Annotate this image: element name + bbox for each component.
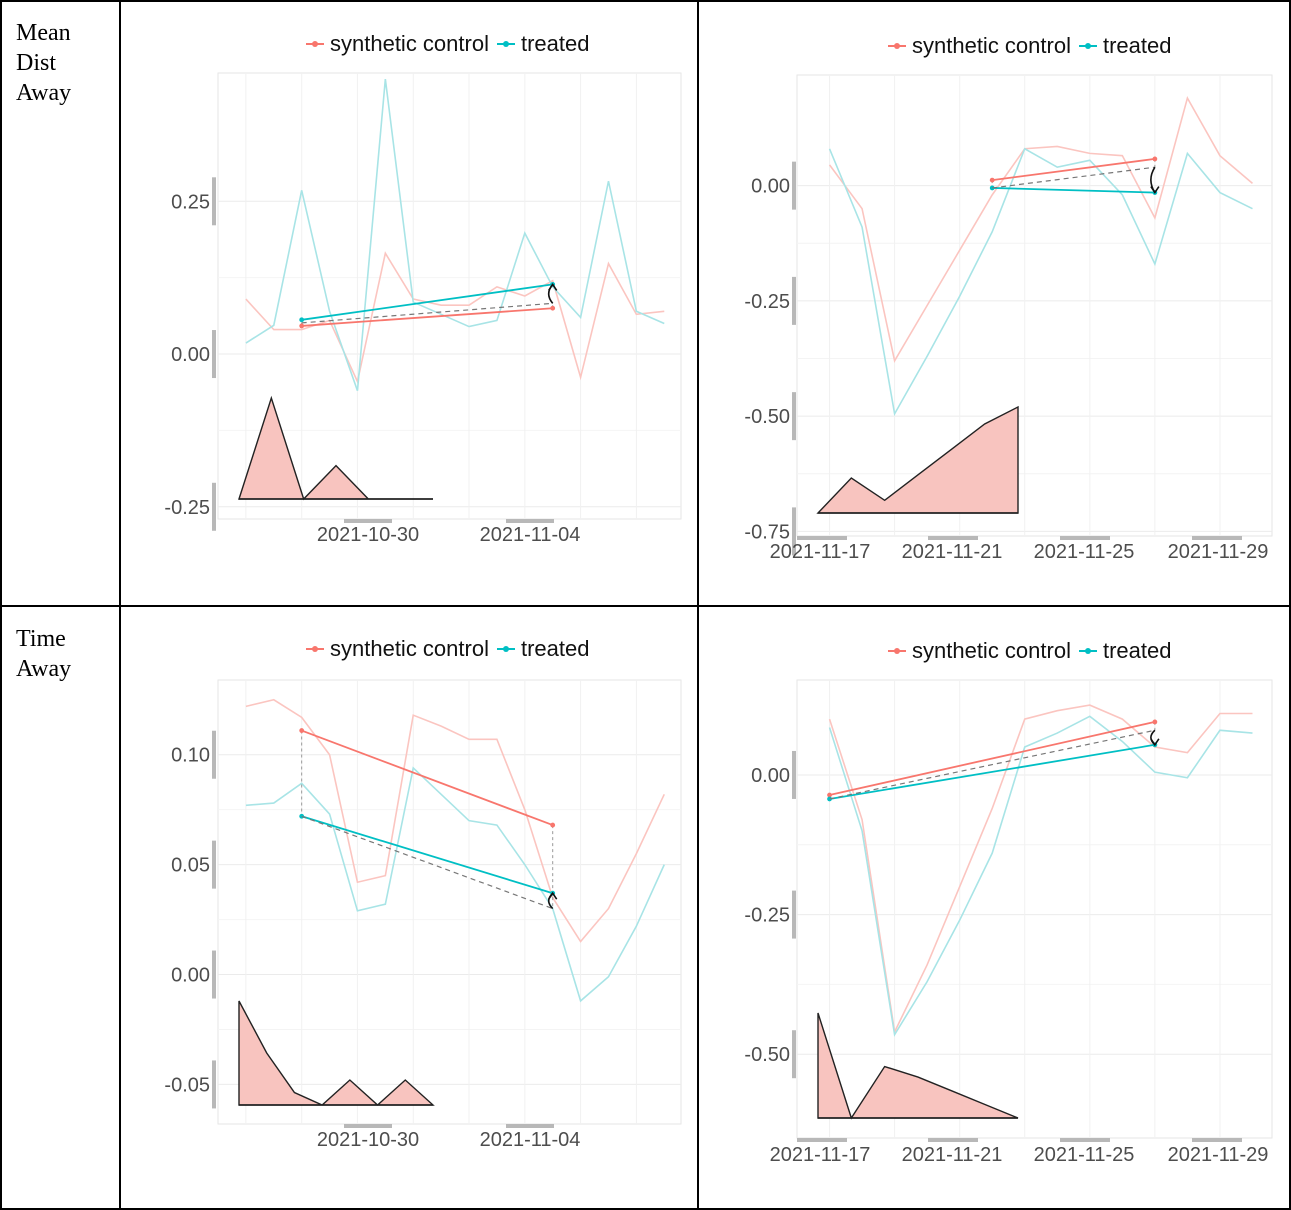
trend-segment-synthetic-point bbox=[989, 177, 995, 183]
legend-label-treated: treated bbox=[1102, 638, 1172, 663]
inset-weights-area bbox=[817, 1012, 1019, 1120]
chart-legend: synthetic control treated bbox=[888, 33, 1179, 59]
x-tick-label: 2021-10-30 bbox=[317, 524, 419, 546]
y-tick-label: 0.00 bbox=[751, 176, 790, 198]
y-tick-label: -0.75 bbox=[744, 521, 790, 543]
chart-time-away-nov: synthetic control treated 0.00 -0.25 -0.50… bbox=[700, 608, 1289, 1208]
trend-segment-treated-point bbox=[989, 185, 995, 191]
counterfactual-dashed bbox=[301, 302, 553, 324]
y-tick-label: 0.25 bbox=[171, 191, 210, 213]
trend-segment-synthetic-point bbox=[550, 822, 556, 828]
series-line-treated bbox=[245, 79, 665, 391]
legend-label-treated: treated bbox=[1102, 33, 1172, 58]
y-tick-label: -0.50 bbox=[744, 1044, 790, 1066]
trend-segment-synthetic-point bbox=[299, 728, 305, 733]
effect-arrowhead bbox=[1150, 186, 1160, 194]
legend-key-treated bbox=[1078, 41, 1097, 51]
effect-arrowhead bbox=[548, 891, 558, 900]
y-tick-label: -0.25 bbox=[164, 497, 210, 519]
effect-arrowhead bbox=[548, 282, 558, 291]
y-tick-label: -0.05 bbox=[164, 1074, 210, 1096]
y-tick-label: 0.00 bbox=[171, 965, 210, 987]
legend-key-synthetic bbox=[888, 646, 906, 656]
chart-time-away-oct: synthetic control treated 0.10 0.05 0.00 -0… bbox=[122, 608, 697, 1208]
legend-key-synthetic bbox=[306, 39, 324, 49]
legend-key-treated bbox=[1078, 646, 1097, 656]
x-tick-label: 2021-11-17 bbox=[770, 1144, 871, 1166]
x-tick-label: 2021-11-04 bbox=[480, 1129, 581, 1151]
trend-segment-treated-point bbox=[299, 317, 305, 323]
x-tick-label: 2021-10-30 bbox=[317, 1129, 419, 1151]
trend-segment-synthetic bbox=[829, 721, 1156, 796]
counterfactual-dashed bbox=[992, 166, 1155, 189]
trend-segment-synthetic-point bbox=[1152, 156, 1158, 162]
x-tick-label: 2021-11-17 bbox=[770, 541, 871, 563]
legend-key-treated bbox=[496, 39, 515, 49]
counterfactual-dashed bbox=[829, 729, 1156, 800]
trend-segment-treated bbox=[829, 743, 1156, 800]
plot-area: 0.00 -0.25 -0.50 2021-11-17 2021-11-21 2021-1… bbox=[744, 679, 1273, 1166]
x-tick-label: 2021-11-29 bbox=[1168, 541, 1269, 563]
y-tick-label: 0.00 bbox=[171, 344, 210, 366]
trend-segment-treated bbox=[992, 187, 1155, 194]
row-label-mean-dist-away: Mean Dist Away bbox=[16, 20, 72, 106]
legend-key-treated bbox=[496, 644, 515, 654]
trend-segment-treated bbox=[301, 815, 553, 895]
series-line-treated bbox=[245, 766, 665, 1003]
legend-key-synthetic bbox=[888, 41, 906, 51]
legend-label-synthetic: synthetic control bbox=[330, 636, 489, 661]
trend-segment-synthetic bbox=[301, 307, 553, 327]
y-tick-label: -0.50 bbox=[744, 406, 790, 428]
legend-label-synthetic: synthetic control bbox=[330, 31, 489, 56]
chart-mean-dist-nov: synthetic control treated 0.00 -0.25 -0.50… bbox=[700, 3, 1289, 605]
legend-key-synthetic bbox=[306, 644, 324, 654]
trend-segment-treated bbox=[301, 283, 553, 321]
x-tick-label: 2021-11-21 bbox=[902, 541, 1003, 563]
trend-segment-synthetic bbox=[992, 158, 1155, 182]
plot-panel bbox=[217, 679, 682, 1125]
legend-label-treated: treated bbox=[520, 636, 590, 661]
plot-panel bbox=[217, 72, 682, 520]
trend-segment-treated-point bbox=[827, 796, 832, 802]
series-line-treated bbox=[828, 147, 1253, 417]
y-tick-label: 0.10 bbox=[171, 745, 210, 767]
chart-legend: synthetic control treated bbox=[306, 31, 597, 57]
chart-mean-dist-oct: synthetic control treated 0.25 0.00 -0.25 2… bbox=[122, 3, 697, 605]
row-label-time-away: Time Away bbox=[16, 626, 72, 682]
x-tick-label: 2021-11-29 bbox=[1168, 1144, 1269, 1166]
legend-label-synthetic: synthetic control bbox=[912, 33, 1071, 58]
x-tick-label: 2021-11-04 bbox=[480, 524, 581, 546]
inset-weights-area bbox=[816, 405, 1019, 514]
y-tick-label: -0.25 bbox=[744, 905, 790, 927]
plot-area: 0.25 0.00 -0.25 2021-10-30 2021-11-04 bbox=[164, 72, 682, 546]
plot-panel bbox=[796, 74, 1273, 537]
series-line-synthetic bbox=[828, 95, 1253, 363]
x-tick-label: 2021-11-25 bbox=[1034, 1144, 1135, 1166]
legend-label-treated: treated bbox=[520, 31, 590, 56]
x-tick-label: 2021-11-25 bbox=[1034, 541, 1135, 563]
y-tick-label: 0.05 bbox=[171, 855, 210, 877]
trend-segment-synthetic-point bbox=[550, 305, 556, 311]
trend-segment-synthetic-point bbox=[299, 323, 305, 329]
trend-segment-synthetic-point bbox=[827, 792, 832, 798]
y-tick-label: -0.25 bbox=[744, 291, 790, 313]
trend-segment-synthetic bbox=[301, 729, 554, 826]
series-line-treated bbox=[828, 715, 1253, 1037]
plot-area: 0.10 0.05 0.00 -0.05 2021-10-30 2021-11-04 bbox=[164, 679, 682, 1151]
chart-legend: synthetic control treated bbox=[888, 638, 1179, 664]
legend-label-synthetic: synthetic control bbox=[912, 638, 1071, 663]
trend-segment-synthetic-point bbox=[1152, 719, 1158, 725]
chart-legend: synthetic control treated bbox=[306, 636, 597, 662]
y-tick-label: 0.00 bbox=[751, 765, 790, 787]
x-tick-label: 2021-11-21 bbox=[902, 1144, 1003, 1166]
inset-weights-area bbox=[238, 1000, 435, 1106]
series-line-synthetic bbox=[828, 704, 1253, 1035]
effect-arrowhead bbox=[1150, 738, 1160, 747]
